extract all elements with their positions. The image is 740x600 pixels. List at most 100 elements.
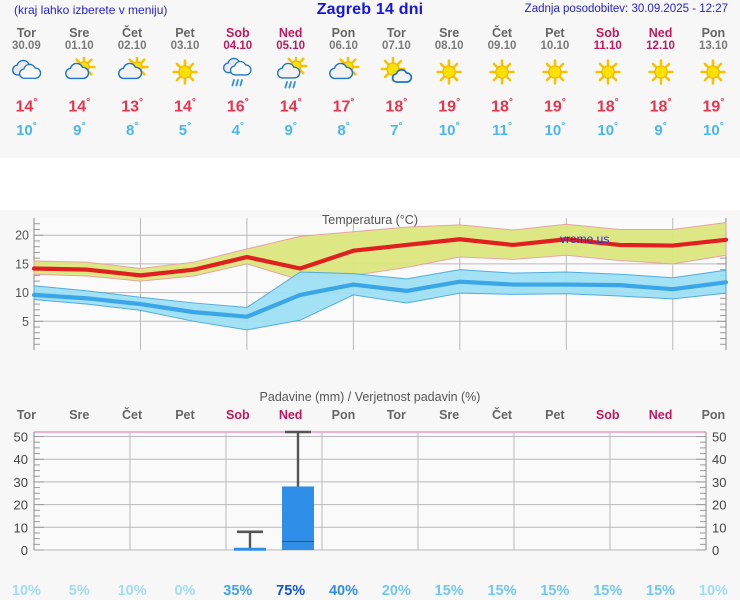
max-temp-value: 13	[121, 98, 139, 116]
degree-symbol: °	[403, 97, 408, 108]
degree-symbol: °	[508, 97, 513, 108]
day-date: 08.10	[434, 40, 464, 52]
day-column[interactable]: Tor 07.10 18° 7°	[370, 22, 423, 140]
sun-rain-icon	[264, 53, 317, 93]
precipitation-probability: 15%	[487, 583, 517, 599]
precipitation-chart: 0 0 10 10 20 20 30 30 40 40 50 50	[14, 430, 727, 558]
rain-icon	[211, 53, 264, 93]
min-temp-value: 10	[703, 122, 720, 140]
max-temperature: 14°	[53, 93, 106, 117]
max-temperature: 14°	[0, 93, 53, 117]
precipitation-chart-title: Padavine (mm) / Verjetnost padavin (%)	[259, 390, 481, 404]
degree-symbol: °	[244, 97, 249, 108]
precipitation-probability: 5%	[68, 583, 90, 599]
max-temp-value: 18	[596, 98, 615, 116]
svg-text:40: 40	[712, 452, 726, 467]
min-temperature: 11°	[476, 117, 529, 140]
day-name: Ned	[648, 26, 673, 40]
degree-symbol: °	[297, 97, 302, 108]
precipitation-day-label: Čet	[122, 408, 143, 422]
max-temp-value: 18	[649, 98, 668, 116]
precipitation-day-label: Tor	[386, 408, 406, 422]
day-column[interactable]: Sre 08.10 19° 10°	[423, 22, 476, 140]
precipitation-probability: 10%	[11, 583, 41, 599]
day-column[interactable]: Tor 30.09 14° 10°	[0, 22, 53, 140]
min-temp-value: 9	[284, 122, 293, 140]
day-name: Sre	[439, 26, 460, 40]
precipitation-probability-row: 10% 5% 10% 0% 35% 75% 40% 20% 15% 15% 15% 15% 15% 10%	[0, 583, 740, 599]
svg-text:10: 10	[15, 286, 29, 300]
precipitation-day-label: Pon	[331, 408, 356, 422]
day-column[interactable]: Sre 01.10 14° 9°	[53, 22, 106, 140]
max-temperature: 19°	[687, 93, 740, 117]
day-date: 10.10	[540, 40, 570, 52]
day-name: Čet	[491, 26, 513, 40]
precipitation-probability: 20%	[381, 583, 411, 599]
day-date: 03.10	[170, 40, 200, 52]
degree-symbol: °	[667, 97, 672, 108]
precipitation-day-label: Čet	[491, 408, 513, 422]
max-temperature: 18°	[581, 93, 634, 117]
day-column[interactable]: Ned 12.10 18° 9°	[634, 22, 687, 140]
day-name: Sob	[595, 26, 620, 40]
day-column[interactable]: Čet 02.10 13° 8°	[106, 22, 159, 140]
min-temp-value: 4	[231, 122, 240, 140]
max-temp-value: 16	[226, 98, 245, 116]
day-column[interactable]: Sob 11.10 18° 10°	[581, 22, 634, 140]
day-date: 05.10	[276, 40, 306, 52]
max-temperature: 13°	[106, 93, 159, 117]
min-temp-value: 11	[492, 122, 508, 140]
max-temperature: 14°	[264, 93, 317, 117]
min-temp-value: 9	[654, 122, 663, 140]
degree-symbol: °	[614, 97, 619, 108]
day-name: Pon	[701, 26, 726, 40]
day-column[interactable]: Pet 10.10 19° 10°	[528, 22, 581, 140]
min-temp-value: 10	[438, 122, 456, 140]
precipitation-probability: 15%	[593, 583, 623, 599]
day-column[interactable]: Sob 04.10 16° 4°	[211, 22, 264, 140]
day-name: Tor	[16, 26, 37, 40]
sunny-icon	[634, 53, 687, 93]
degree-symbol: °	[719, 121, 724, 133]
day-column[interactable]: Pon 13.10 19° 10°	[687, 22, 740, 140]
max-temperature: 18°	[370, 93, 423, 117]
day-date: 13.10	[699, 40, 728, 52]
precipitation-day-label: Ned	[278, 408, 303, 422]
svg-text:50: 50	[712, 430, 726, 445]
precipitation-probability: 15%	[540, 583, 570, 599]
min-temperature: 7°	[370, 117, 423, 140]
precipitation-day-label: Pon	[701, 408, 726, 422]
svg-text:10: 10	[712, 520, 726, 535]
precipitation-probability: 0%	[174, 583, 196, 599]
day-date: 30.09	[12, 40, 41, 52]
degree-symbol: °	[32, 121, 37, 133]
partly-sunny-icon	[106, 53, 159, 93]
day-column[interactable]: Pon 06.10 17° 8°	[317, 22, 370, 140]
min-temperature: 5°	[159, 117, 212, 140]
day-column[interactable]: Čet 09.10 18° 11°	[476, 22, 529, 140]
degree-symbol: °	[292, 121, 297, 133]
max-temp-value: 18	[385, 98, 404, 116]
precipitation-day-label: Pet	[175, 408, 195, 422]
max-temp-value: 19	[543, 98, 562, 116]
precipitation-chart-section: Padavine (mm) / Verjetnost padavin (%) T…	[0, 388, 740, 600]
watermark-label: vreme.us	[560, 232, 610, 246]
degree-symbol: °	[345, 121, 350, 133]
svg-text:30: 30	[712, 475, 726, 490]
min-temp-value: 9	[73, 122, 82, 140]
max-temperature: 14°	[159, 93, 212, 117]
svg-text:20: 20	[14, 498, 28, 513]
page-title: Zagreb 14 dni	[316, 1, 424, 18]
day-column[interactable]: Ned 05.10 14° 9°	[264, 22, 317, 140]
min-temp-value: 7	[390, 122, 399, 140]
min-temperature: 8°	[317, 117, 370, 140]
cloudy-icon	[0, 53, 53, 93]
svg-text:15: 15	[15, 257, 29, 271]
precipitation-probability: 35%	[223, 583, 253, 599]
min-temperature: 9°	[634, 117, 687, 140]
svg-text:10: 10	[14, 520, 28, 535]
precipitation-probability: 10%	[698, 583, 728, 599]
degree-symbol: °	[191, 97, 196, 108]
day-column[interactable]: Pet 03.10 14° 5°	[159, 22, 212, 140]
day-date: 09.10	[487, 40, 517, 52]
